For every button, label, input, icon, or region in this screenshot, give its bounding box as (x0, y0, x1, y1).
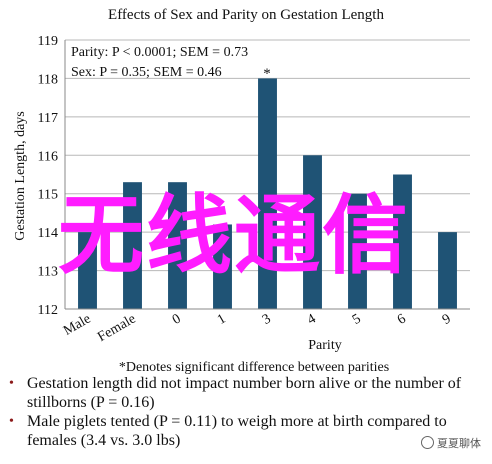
y-tick-label: 112 (38, 303, 58, 318)
bullet-text: Male piglets tented (P = 0.11) to weigh … (27, 413, 447, 449)
x-tick-label: 6 (395, 311, 409, 327)
y-tick-label: 118 (38, 72, 58, 87)
y-tick-label: 113 (38, 265, 58, 280)
y-tick-label: 114 (38, 226, 58, 241)
watermark-text: 夏夏聊体 (437, 437, 481, 450)
x-axis-label: Parity (308, 338, 341, 353)
overlay-text: 无线通信 (58, 186, 410, 286)
x-tick-label: 5 (350, 311, 364, 327)
x-tick-label: 1 (215, 311, 229, 327)
bullet-item: • Gestation length did not impact number… (0, 374, 492, 412)
x-tick-label: 9 (440, 311, 454, 327)
bar-6 (393, 174, 412, 309)
x-tick-label: Male (61, 311, 93, 338)
x-tick-label: Female (95, 311, 138, 345)
x-tick-label: 4 (305, 311, 319, 327)
bullet-item: • Male piglets tented (P = 0.11) to weig… (0, 412, 492, 450)
x-tick-labels: Male Female 0 1 3 4 5 6 9 (61, 311, 453, 345)
bar-3 (258, 78, 277, 309)
watermark: 夏夏聊体 (418, 434, 484, 452)
y-tick-label: 116 (38, 149, 58, 164)
stat-annotation-parity: Parity: P < 0.0001; SEM = 0.73 (71, 45, 248, 60)
y-tick-label: 119 (38, 34, 58, 49)
stat-annotation-sex: Sex: P = 0.35; SEM = 0.46 (71, 65, 222, 80)
chart-title: Effects of Sex and Parity on Gestation L… (108, 7, 384, 23)
bar-male (78, 232, 97, 309)
y-tick-labels: 112 113 114 115 116 117 118 119 (38, 34, 58, 318)
bar-1 (213, 224, 232, 309)
y-tick-label: 117 (38, 111, 58, 126)
bars (78, 78, 457, 309)
bullet-marker: • (9, 376, 14, 391)
x-tick-label: 3 (260, 311, 274, 327)
significance-asterisk: * (263, 66, 271, 82)
bar-female (123, 182, 142, 309)
watermark-icon (421, 436, 434, 449)
chart-footnote: *Denotes significant difference between … (119, 360, 389, 374)
y-tick-label: 115 (38, 188, 58, 203)
y-axis-label: Gestation Length, days (13, 111, 28, 240)
x-tick-label: 0 (170, 311, 184, 327)
bar-4 (303, 155, 322, 309)
bullet-marker: • (9, 414, 14, 429)
bullet-text: Gestation length did not impact number b… (27, 375, 462, 411)
bar-5 (348, 193, 367, 309)
bar-0 (168, 182, 187, 309)
bar-chart: Effects of Sex and Parity on Gestation L… (13, 7, 470, 374)
bar-9 (438, 232, 457, 309)
bullet-list: • Gestation length did not impact number… (0, 374, 492, 450)
